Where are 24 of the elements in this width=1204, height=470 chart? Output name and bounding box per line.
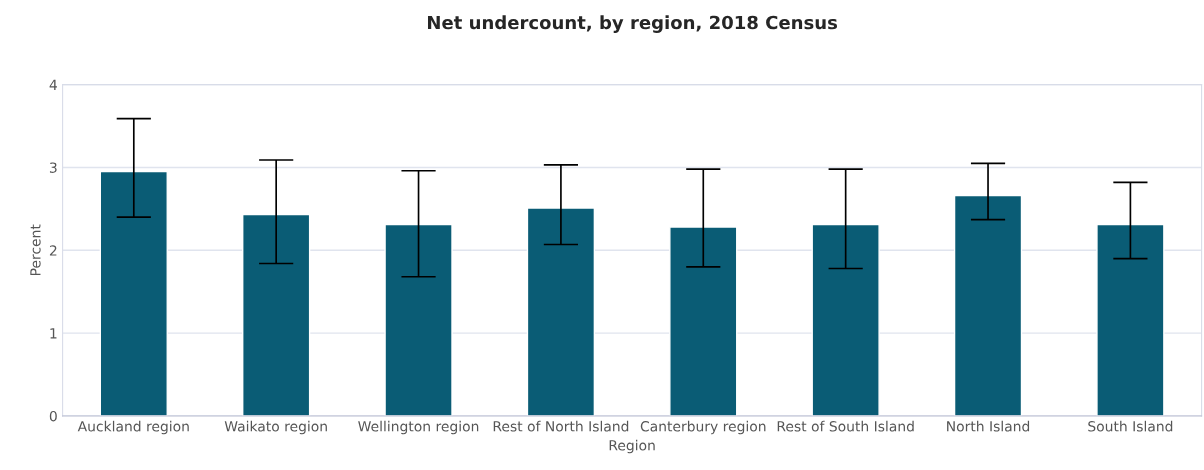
bar xyxy=(669,226,738,416)
x-axis-title: Region xyxy=(609,439,655,454)
x-tick-label: Rest of South Island xyxy=(777,420,914,432)
y-tick-label: 3 xyxy=(49,162,57,173)
y-tick-label: 2 xyxy=(49,245,57,256)
x-tick-label: Wellington region xyxy=(358,420,479,435)
x-tick-label: Rest of North Island xyxy=(493,420,629,432)
y-tick-label: 0 xyxy=(49,410,57,422)
x-tick-label: South Island xyxy=(1088,420,1173,432)
x-tick-label: Canterbury region xyxy=(640,420,766,435)
bar xyxy=(811,223,880,416)
x-tick-label: North Island xyxy=(947,420,1030,432)
y-tick-label: 1 xyxy=(50,328,57,339)
bar xyxy=(953,194,1023,416)
x-tick-label: Auckland region xyxy=(77,420,189,435)
y-tick-label: 4 xyxy=(49,79,57,90)
chart-title: Net undercount, by region, 2018 Census xyxy=(428,15,838,33)
bar xyxy=(99,170,168,416)
bar xyxy=(526,207,596,416)
y-axis-title: Percent xyxy=(30,224,41,276)
bar xyxy=(384,223,453,416)
x-tick-label: Waikato region xyxy=(224,420,327,435)
bar xyxy=(242,213,311,416)
bar xyxy=(1096,223,1165,416)
